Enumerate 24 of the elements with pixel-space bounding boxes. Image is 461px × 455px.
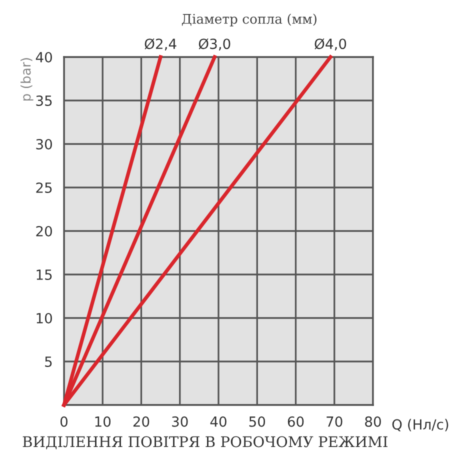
x-axis-title: Q (Нл/с): [392, 418, 448, 432]
y-tick-label: 15: [36, 270, 52, 280]
y-tick-label: 10: [36, 312, 52, 324]
y-tick-label: 25: [36, 182, 52, 193]
y-tick-label: 30: [36, 138, 52, 150]
x-tick-label: 20: [133, 416, 150, 427]
x-tick-label: 40: [210, 416, 226, 427]
y-axis-title: p (bar): [20, 58, 34, 101]
x-tick-label: 60: [288, 416, 304, 427]
text: ВИДІЛЕННЯ ПОВІТРЯ В РОБОЧОМУ РЕЖИМІ: [22, 436, 388, 450]
x-tick-label: 10: [95, 416, 111, 427]
x-tick-label: 30: [172, 416, 188, 427]
x-tick-label: 80: [365, 416, 381, 427]
x-tick-label: 70: [326, 416, 342, 427]
y-tick-label: 20: [36, 226, 52, 236]
y-tick-label: 35: [36, 95, 52, 106]
series-label: Ø4,0: [314, 38, 346, 51]
chart-subtitle: Діаметр сопла (мм): [182, 14, 316, 26]
y-tick-label: 40: [36, 52, 52, 62]
x-tick-label: 0: [60, 416, 68, 427]
series-label: Ø3,0: [198, 38, 230, 51]
series-label: Ø2,4: [144, 38, 176, 51]
y-tick-label: 5: [45, 356, 52, 367]
x-tick-label: 50: [249, 416, 266, 427]
